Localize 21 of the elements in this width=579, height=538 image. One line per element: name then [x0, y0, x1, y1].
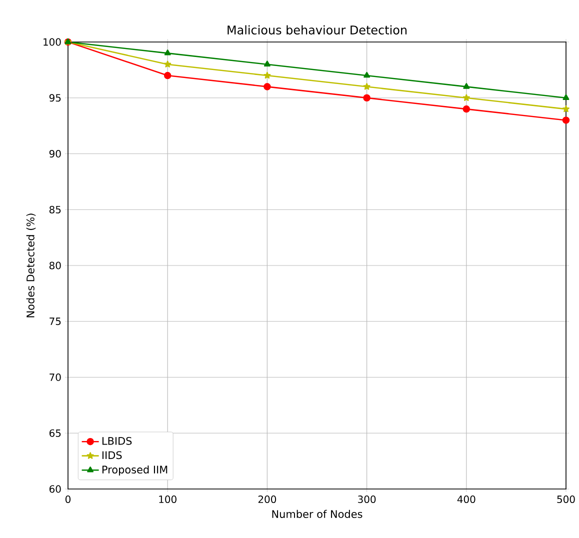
y-tick-label: 95: [49, 94, 61, 102]
x-tick-label: 300: [358, 496, 376, 504]
y-tick-label: 65: [50, 429, 61, 437]
legend-label: Proposed IIM: [102, 465, 168, 476]
legend-label: LBIDS: [102, 436, 132, 445]
chart-title: Malicious behaviour Detection: [228, 25, 407, 34]
x-axis-title: Number of Nodes: [272, 510, 362, 518]
x-tick-label: 100: [159, 496, 176, 504]
y-tick-label: 60: [50, 485, 61, 493]
x-tick-label: 400: [457, 496, 476, 504]
x-tick-label: 200: [258, 496, 276, 504]
y-tick-label: 100: [44, 38, 61, 46]
y-tick-label: 75: [50, 318, 61, 326]
y-tick-label: 85: [49, 206, 61, 214]
y-tick-label: 70: [50, 373, 61, 382]
y-tick-label: 90: [49, 150, 61, 158]
legend-label: IIDS: [102, 451, 122, 460]
y-tick-label: 80: [49, 262, 61, 270]
x-tick-label: 0: [65, 496, 71, 504]
x-tick-label: 500: [557, 496, 575, 504]
y-axis-title: Nodes Detected (%): [26, 214, 36, 318]
